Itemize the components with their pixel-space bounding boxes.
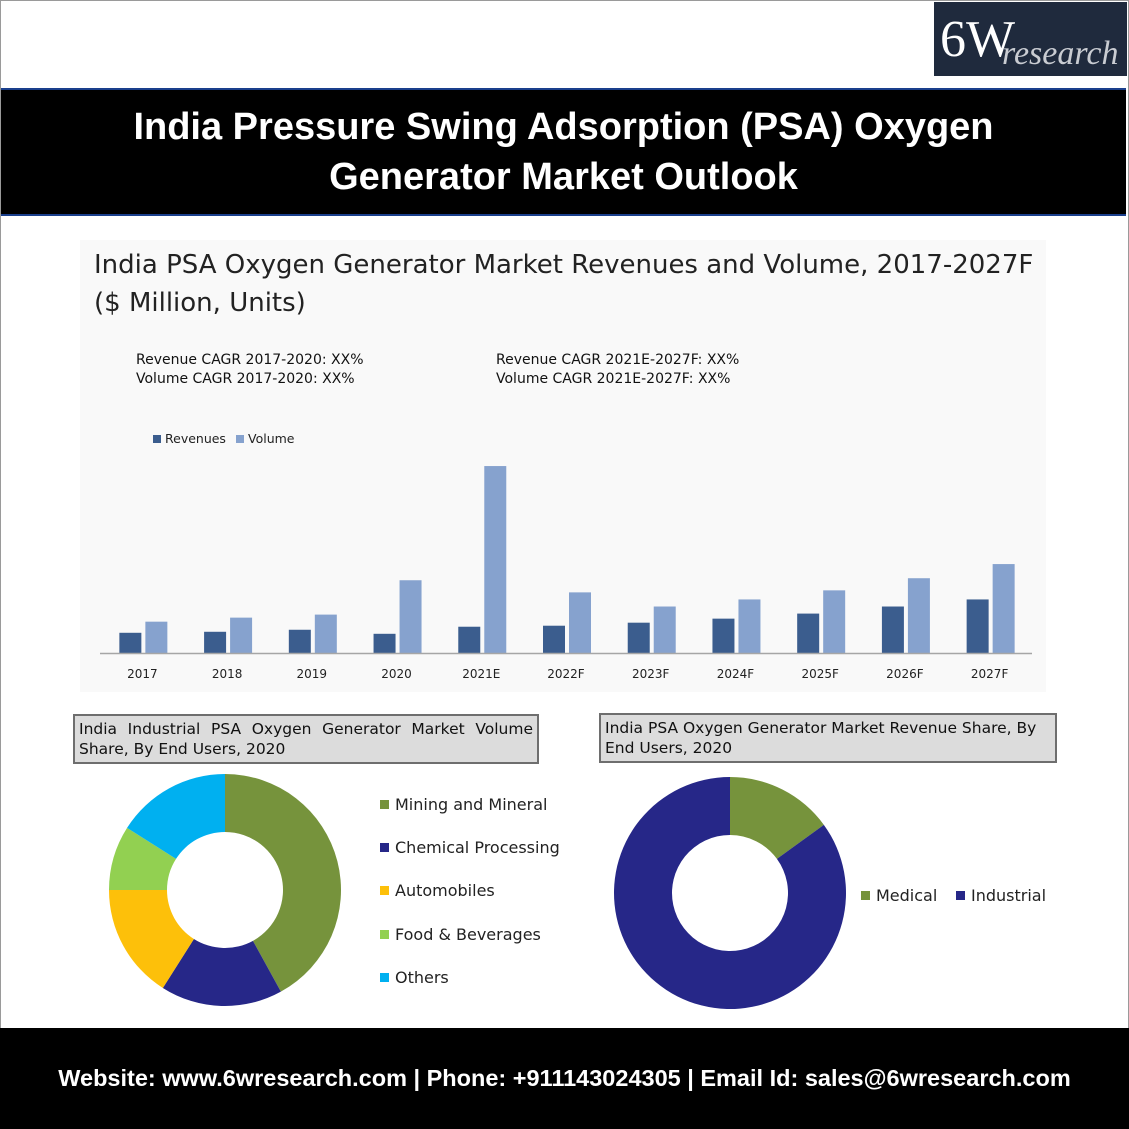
revenue-share-donut	[614, 777, 846, 1009]
brand-logo: 6W research	[934, 2, 1127, 76]
legend-automobiles: Automobiles	[380, 881, 495, 900]
contact-info: Website: www.6wresearch.com | Phone: +91…	[58, 1065, 1071, 1091]
cagr-volume-historic: Volume CAGR 2017-2020: XX%	[136, 371, 355, 387]
cagr-box-forecast: Revenue CAGR 2021E-2027F: XX% Volume CAG…	[496, 351, 739, 389]
title-banner: India Pressure Swing Adsorption (PSA) Ox…	[1, 88, 1126, 216]
legend-label-medical: Medical	[876, 886, 938, 905]
bar-chart-title-text: India PSA Oxygen Generator Market Revenu…	[94, 250, 1034, 280]
bar-revenues-2027F	[966, 599, 989, 653]
legend-label-mining: Mining and Mineral	[395, 795, 548, 814]
legend-food: Food & Beverages	[380, 925, 541, 944]
legend-swatch-automobiles	[380, 886, 389, 895]
volume-slice-others	[127, 774, 225, 859]
legend-medical: Medical	[861, 886, 937, 905]
legend-swatch-chemical	[380, 843, 389, 852]
bar-revenues-2021E	[458, 626, 481, 653]
bar-volume-2017	[145, 621, 168, 653]
x-tick-label: 2017	[127, 667, 158, 681]
x-tick-label: 2021E	[462, 667, 500, 681]
bar-volume-2020	[399, 580, 422, 653]
x-tick-label: 2024F	[717, 667, 755, 681]
logo-wordmark: research	[1002, 35, 1119, 72]
bar-legend-volume: Volume	[236, 431, 295, 446]
page-title-line-2: Generator Market Outlook	[329, 156, 798, 198]
volume-slice-automobiles	[109, 890, 194, 988]
bar-volume-2026F	[907, 578, 930, 653]
bar-volume-2027F	[992, 564, 1015, 653]
legend-label-volume: Volume	[248, 431, 295, 446]
legend-label-industrial: Industrial	[971, 886, 1047, 905]
legend-label-chemical: Chemical Processing	[395, 838, 560, 857]
legend-label-others: Others	[395, 968, 449, 987]
x-tick-label: 2023F	[632, 667, 670, 681]
x-tick-label: 2020	[381, 667, 412, 681]
revenue-share-title-box: India PSA Oxygen Generator Market Revenu…	[599, 713, 1057, 763]
bar-volume-2025F	[823, 590, 846, 653]
legend-swatch-revenues	[153, 434, 161, 443]
revenue-slice-medical	[730, 777, 824, 859]
legend-swatch-others	[380, 973, 389, 982]
bar-volume-2023F	[653, 606, 676, 653]
bar-revenues-2023F	[627, 622, 650, 653]
bar-volume-2019	[314, 614, 337, 653]
legend-mining: Mining and Mineral	[380, 795, 547, 814]
volume-share-title: India Industrial PSA Oxygen Generator Ma…	[79, 720, 533, 758]
revenue-slice-industrial	[614, 777, 846, 1009]
bar-revenues-2022F	[543, 625, 565, 653]
legend-label-automobiles: Automobiles	[395, 881, 495, 900]
cagr-revenue-historic: Revenue CAGR 2017-2020: XX%	[136, 352, 364, 368]
bar-chart-subtitle: ($ Million, Units)	[94, 288, 306, 318]
legend-chemical: Chemical Processing	[380, 838, 560, 857]
legend-swatch-medical	[861, 891, 870, 900]
x-tick-label: 2026F	[886, 667, 924, 681]
bar-volume-2022F	[569, 592, 591, 653]
bar-revenues-2024F	[712, 618, 735, 653]
cagr-volume-forecast: Volume CAGR 2021E-2027F: XX%	[496, 371, 731, 387]
contact-footer: Website: www.6wresearch.com | Phone: +91…	[0, 1028, 1129, 1129]
x-tick-label: 2027F	[971, 667, 1009, 681]
page-title-line-1: India Pressure Swing Adsorption (PSA) Ox…	[133, 106, 994, 148]
x-tick-label: 2025F	[801, 667, 839, 681]
bar-chart: 2017 2018 2019 2020 2021E 2022F 2023F 2024F 2025…	[100, 466, 1032, 681]
bar-revenues-2025F	[797, 613, 820, 653]
bar-volume-2024F	[738, 599, 761, 653]
x-tick-label: 2018	[212, 667, 243, 681]
bar-volume-2021E	[484, 466, 507, 653]
bar-volume-2018	[230, 617, 253, 653]
bar-revenues-2026F	[881, 606, 904, 653]
legend-swatch-food	[380, 930, 389, 939]
logo-mark: 6W	[940, 11, 1016, 68]
bar-revenues-2019	[288, 629, 311, 653]
bar-revenues-2017	[119, 632, 142, 653]
bar-legend-revenues: Revenues	[153, 431, 226, 446]
bar-revenues-2018	[204, 631, 227, 653]
cagr-box-historic: Revenue CAGR 2017-2020: XX% Volume CAGR …	[136, 351, 364, 389]
volume-slice-chemical-processing	[162, 938, 281, 1006]
legend-label-food: Food & Beverages	[395, 925, 541, 944]
legend-industrial: Industrial	[956, 886, 1046, 905]
cagr-revenue-forecast: Revenue CAGR 2021E-2027F: XX%	[496, 352, 740, 368]
volume-share-donut	[109, 774, 342, 1006]
bar-chart-title: India PSA Oxygen Generator Market Revenu…	[94, 246, 1044, 322]
legend-swatch-industrial	[956, 891, 965, 900]
legend-swatch-mining	[380, 800, 389, 809]
volume-slice-food-beverages	[109, 827, 177, 890]
legend-label-revenues: Revenues	[165, 431, 226, 446]
volume-slice-mining-and-mineral	[225, 774, 342, 992]
volume-share-title-box: India Industrial PSA Oxygen Generator Ma…	[73, 714, 539, 764]
bar-revenues-2020	[373, 633, 396, 653]
legend-others: Others	[380, 968, 449, 987]
x-tick-label: 2019	[297, 667, 328, 681]
legend-swatch-volume	[236, 434, 244, 443]
x-tick-label: 2022F	[547, 667, 585, 681]
revenue-share-title: India PSA Oxygen Generator Market Revenu…	[605, 719, 1037, 757]
